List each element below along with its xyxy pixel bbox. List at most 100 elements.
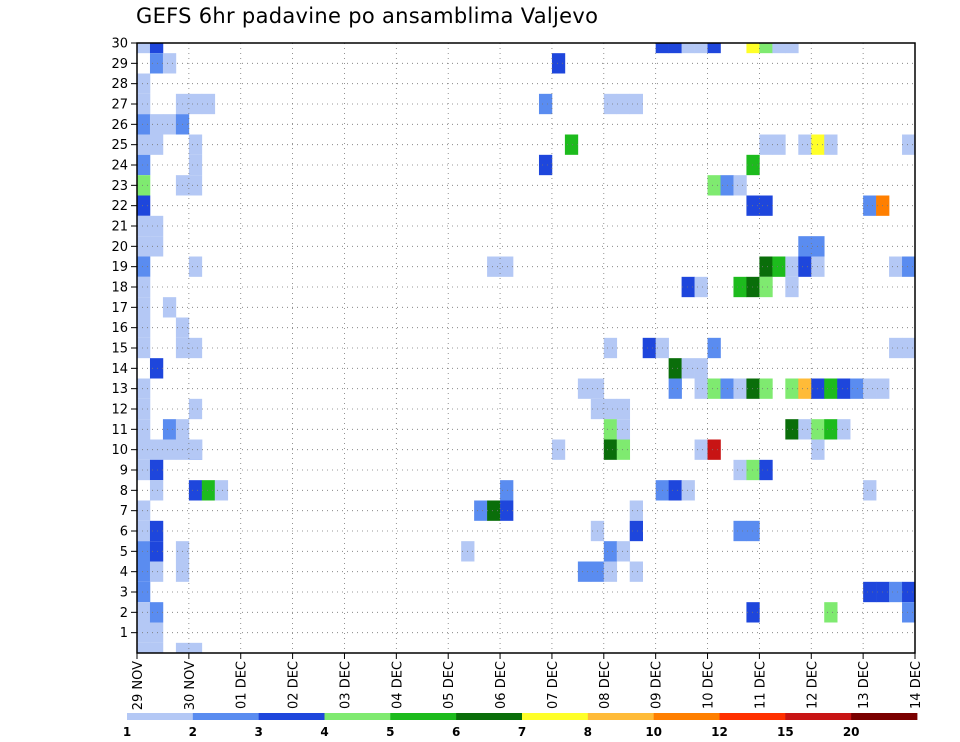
y-tick-label: 13 [111, 382, 128, 397]
x-tick-label: 05 DEC [442, 661, 457, 709]
legend-swatch [390, 713, 457, 720]
heatmap-cell [538, 154, 553, 176]
heatmap-cell [188, 480, 203, 501]
legend-swatch [192, 713, 260, 720]
heatmap-cell [603, 398, 618, 420]
heatmap-cell [149, 43, 164, 54]
legend-swatch [258, 713, 325, 720]
x-tick-label: 12 DEC [805, 661, 820, 709]
heatmap-cell [785, 419, 799, 440]
heatmap-cell [759, 378, 773, 399]
y-tick-label: 24 [111, 159, 128, 174]
heatmap-cell [175, 642, 190, 653]
legend-label: 3 [254, 725, 262, 739]
legend-swatch [127, 713, 194, 720]
heatmap-cell [694, 276, 708, 298]
heatmap-cell [694, 439, 708, 460]
heatmap-cell [681, 480, 695, 501]
x-tick-label: 08 DEC [598, 661, 613, 709]
colorbar-legend: 1 2 3 4 5 6 7 8 10 12 15 20 [123, 713, 918, 739]
heatmap-cell [759, 43, 773, 54]
heatmap-cell [798, 419, 812, 440]
x-tick-label: 02 DEC [287, 661, 302, 709]
heatmap-cell [137, 337, 151, 359]
y-tick-label: 22 [111, 199, 128, 214]
heatmap-cell [772, 134, 786, 155]
heatmap-cell [137, 195, 151, 216]
heatmap-cell [201, 480, 216, 501]
heatmap-cell [162, 53, 177, 74]
heatmap-cell [668, 480, 682, 501]
x-tick-label: 04 DEC [390, 661, 405, 709]
heatmap-cell [149, 358, 164, 379]
y-tick-label: 25 [111, 138, 128, 153]
heatmap-cell [733, 175, 747, 196]
y-tick-label: 6 [120, 525, 128, 540]
heatmap-cell [798, 134, 812, 155]
heatmap-cell [500, 256, 514, 277]
heatmap-cell [668, 378, 682, 399]
heatmap-cell [785, 256, 799, 277]
legend-swatch [324, 713, 391, 720]
heatmap-cell [162, 419, 177, 440]
heatmap-cell [137, 561, 151, 582]
y-tick-label: 21 [111, 220, 128, 235]
heatmap-cell [149, 53, 164, 74]
heatmap-cell [603, 439, 618, 460]
x-tick-label: 29 NOV [131, 661, 146, 710]
heatmap-cell [137, 439, 151, 460]
heatmap-cell [798, 378, 812, 399]
heatmap-cell [863, 195, 877, 216]
heatmap-cell [694, 43, 708, 54]
y-tick-label: 12 [111, 403, 128, 418]
heatmap-cell [759, 195, 773, 216]
heatmap-cell [603, 337, 618, 359]
heatmap-cell [137, 134, 151, 155]
y-tick-label: 20 [111, 240, 128, 255]
heatmap-cell [188, 256, 203, 277]
y-tick-label: 8 [120, 484, 128, 499]
legend-label: 20 [843, 725, 860, 739]
heatmap-cell [137, 459, 151, 481]
heatmap-cell [759, 256, 773, 277]
heatmap-cell [629, 500, 643, 521]
y-tick-label: 4 [120, 565, 128, 580]
heatmap-cell [616, 419, 631, 440]
heatmap-cell [162, 114, 177, 135]
y-tick-label: 15 [111, 342, 128, 357]
heatmap-cell [137, 622, 151, 643]
y-tick-label: 26 [111, 118, 128, 133]
chart-title: GEFS 6hr padavine po ansamblima Valjevo [136, 4, 599, 28]
heatmap-cell [137, 93, 151, 115]
legend-label: 12 [711, 725, 728, 739]
gridlines [137, 42, 915, 653]
heatmap-cell [707, 378, 721, 399]
heatmap-cell [824, 419, 838, 440]
heatmap-cell [603, 93, 618, 115]
heatmap-cell [137, 520, 151, 542]
plot-frame [136, 42, 916, 654]
heatmap-cell [188, 175, 203, 196]
x-tick-label: 07 DEC [546, 661, 561, 709]
y-tick-label: 19 [111, 260, 128, 275]
heatmap-cell [564, 134, 579, 155]
heatmap-cell [149, 642, 164, 653]
heatmap-cell [137, 297, 151, 318]
heatmap-cell [694, 378, 708, 399]
x-tick-label: 13 DEC [857, 661, 872, 709]
heatmap-cell [137, 215, 151, 237]
heatmap-cell [902, 581, 916, 603]
legend-swatch [456, 713, 523, 720]
y-tick-label: 18 [111, 281, 128, 296]
heatmap-cell [902, 134, 916, 155]
heatmap-cell [201, 93, 216, 115]
heatmap-cell [577, 561, 592, 582]
heatmap-cell [785, 43, 799, 54]
heatmap-cell [149, 215, 164, 237]
heatmap-cell [850, 378, 864, 399]
y-tick-label: 9 [120, 464, 128, 479]
legend-swatch [719, 713, 786, 720]
heatmap-cell [798, 236, 812, 257]
heatmap-cell [772, 256, 786, 277]
y-tick-label: 23 [111, 179, 128, 194]
